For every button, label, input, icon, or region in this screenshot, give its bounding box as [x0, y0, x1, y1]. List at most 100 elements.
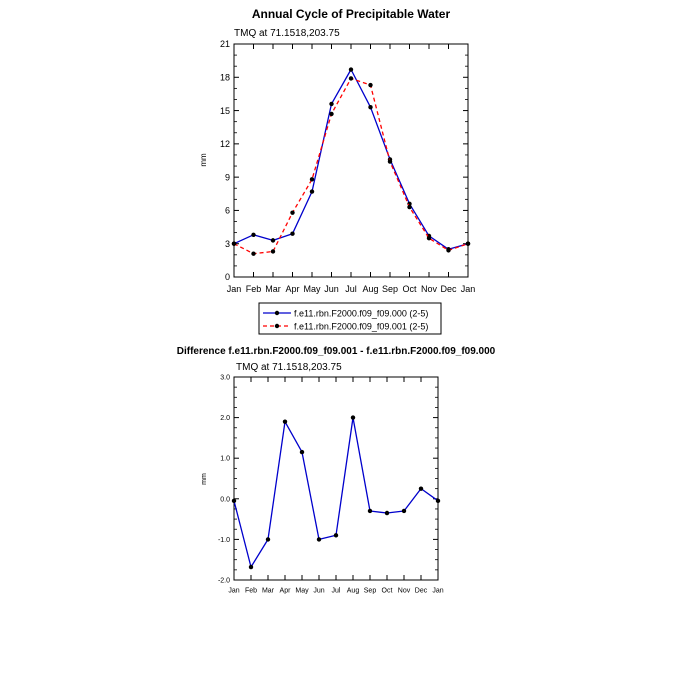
series-group	[231, 67, 471, 256]
y-tick-labels: 0 3 6 9 12 15 18 21	[220, 39, 230, 282]
axis-ticks	[233, 376, 439, 581]
y-tick-label: 18	[220, 73, 230, 83]
data-point-series-0	[401, 508, 407, 514]
y-tick-label: 2.0	[220, 415, 230, 422]
x-tick-label: Oct	[402, 284, 417, 294]
legend-marker-series-0	[274, 310, 280, 316]
x-tick-labels: Jan Feb Mar Apr May Jun Jul Aug Sep Oct Nov Dec Jan	[227, 284, 476, 294]
data-point-series-0	[265, 537, 271, 542]
data-point-series-0	[418, 486, 424, 491]
data-point-series-1	[251, 251, 256, 256]
data-point-series-0	[299, 449, 305, 455]
difference-chart: Difference f.e11.rbn.F2000.f09_f09.001 -…	[177, 346, 496, 594]
x-tick-label: Jan	[227, 284, 242, 294]
axis-ticks	[233, 43, 469, 278]
x-tick-label: Apr	[285, 284, 299, 294]
x-tick-label: Aug	[347, 587, 360, 594]
data-point-series-1	[329, 111, 334, 117]
plot-frame	[233, 376, 439, 581]
y-tick-label: -1.0	[218, 537, 230, 544]
x-tick-label: May	[303, 284, 321, 294]
x-tick-label: Sep	[382, 284, 398, 294]
data-point-series-1	[465, 241, 471, 246]
data-point-series-0	[367, 508, 373, 514]
data-point-series-0	[435, 498, 441, 504]
legend-label-series-0: f.e11.rbn.F2000.f09_f09.000 (2-5)	[294, 309, 428, 319]
x-tick-label: Jun	[324, 284, 339, 294]
data-point-series-1	[309, 177, 315, 182]
y-tick-label: 6	[225, 206, 230, 216]
x-tick-label: May	[295, 587, 309, 594]
y-tick-label: 0	[225, 272, 230, 282]
data-point-series-0	[329, 101, 334, 107]
data-point-series-1	[290, 210, 295, 215]
x-tick-label: Jan	[461, 284, 476, 294]
annual-cycle-chart: Annual Cycle of Precipitable Water TMQ a…	[199, 7, 476, 335]
data-point-series-0	[251, 232, 256, 238]
y-tick-label: 9	[225, 172, 230, 182]
y-axis-label: mm	[201, 473, 208, 485]
legend-label-series-1: f.e11.rbn.F2000.f09_f09.001 (2-5)	[294, 322, 428, 332]
data-point-series-1	[368, 82, 373, 88]
chart-title: Difference f.e11.rbn.F2000.f09_f09.001 -…	[177, 346, 496, 357]
chart-title: Annual Cycle of Precipitable Water	[252, 7, 451, 21]
data-point-series-1	[348, 76, 354, 81]
data-point-series-0	[384, 510, 390, 516]
x-tick-label: Jun	[313, 587, 324, 594]
legend: f.e11.rbn.F2000.f09_f09.000 (2-5) f.e11.…	[258, 302, 442, 335]
x-tick-label: Oct	[382, 587, 393, 594]
data-point-series-0	[350, 415, 356, 420]
x-tick-label: Dec	[440, 284, 457, 294]
data-point-series-0	[316, 537, 322, 542]
y-tick-label: 15	[220, 106, 230, 116]
data-point-series-1	[446, 248, 451, 253]
data-point-series-0	[282, 419, 288, 424]
x-tick-label: Mar	[265, 284, 281, 294]
data-point-series-0	[333, 533, 339, 538]
data-point-series-0	[248, 564, 254, 570]
series-line-0	[233, 68, 469, 250]
y-tick-labels: -2.0 -1.0 0.0 1.0 2.0 3.0	[218, 375, 230, 585]
data-point-series-0	[290, 231, 295, 236]
y-tick-label: -2.0	[218, 578, 230, 585]
x-tick-label: Jan	[432, 587, 443, 594]
x-tick-label: Nov	[421, 284, 438, 294]
y-tick-label: 1.0	[220, 456, 230, 463]
x-tick-label: Jul	[345, 284, 357, 294]
y-tick-label: 0.0	[220, 496, 230, 503]
legend-box	[258, 302, 442, 335]
x-tick-label: Mar	[262, 587, 275, 594]
chart-subtitle: TMQ at 71.1518,203.75	[234, 28, 340, 39]
y-tick-label: 21	[220, 39, 230, 49]
x-tick-label: Jan	[228, 587, 239, 594]
y-axis-label: mm	[199, 153, 208, 167]
x-tick-label: Jul	[332, 587, 341, 594]
series-line-0	[233, 416, 439, 568]
x-tick-label: Feb	[246, 284, 262, 294]
data-point-series-0	[231, 498, 237, 504]
data-point-series-0	[309, 189, 315, 194]
data-point-series-0	[348, 67, 354, 72]
x-tick-label: Dec	[415, 587, 428, 594]
x-tick-labels: Jan Feb Mar Apr May Jun Jul Aug Sep Oct Nov Dec Jan	[228, 587, 443, 594]
series-line-1	[233, 77, 469, 255]
data-point-series-1	[426, 235, 432, 241]
data-point-series-0	[368, 105, 373, 110]
x-tick-label: Sep	[364, 587, 377, 594]
series-group	[231, 415, 441, 570]
data-point-series-1	[231, 241, 237, 246]
x-tick-label: Apr	[280, 587, 292, 594]
y-tick-label: 12	[220, 139, 230, 149]
data-point-series-1	[407, 204, 412, 210]
x-tick-label: Feb	[245, 587, 257, 594]
data-point-series-1	[387, 159, 393, 164]
y-tick-label: 3.0	[220, 375, 230, 382]
legend-marker-series-1	[274, 323, 280, 329]
data-point-series-1	[270, 249, 276, 254]
x-tick-label: Nov	[398, 587, 411, 594]
chart-subtitle: TMQ at 71.1518,203.75	[236, 362, 342, 373]
x-tick-label: Aug	[362, 284, 378, 294]
y-tick-label: 3	[225, 239, 230, 249]
data-point-series-0	[270, 238, 276, 243]
